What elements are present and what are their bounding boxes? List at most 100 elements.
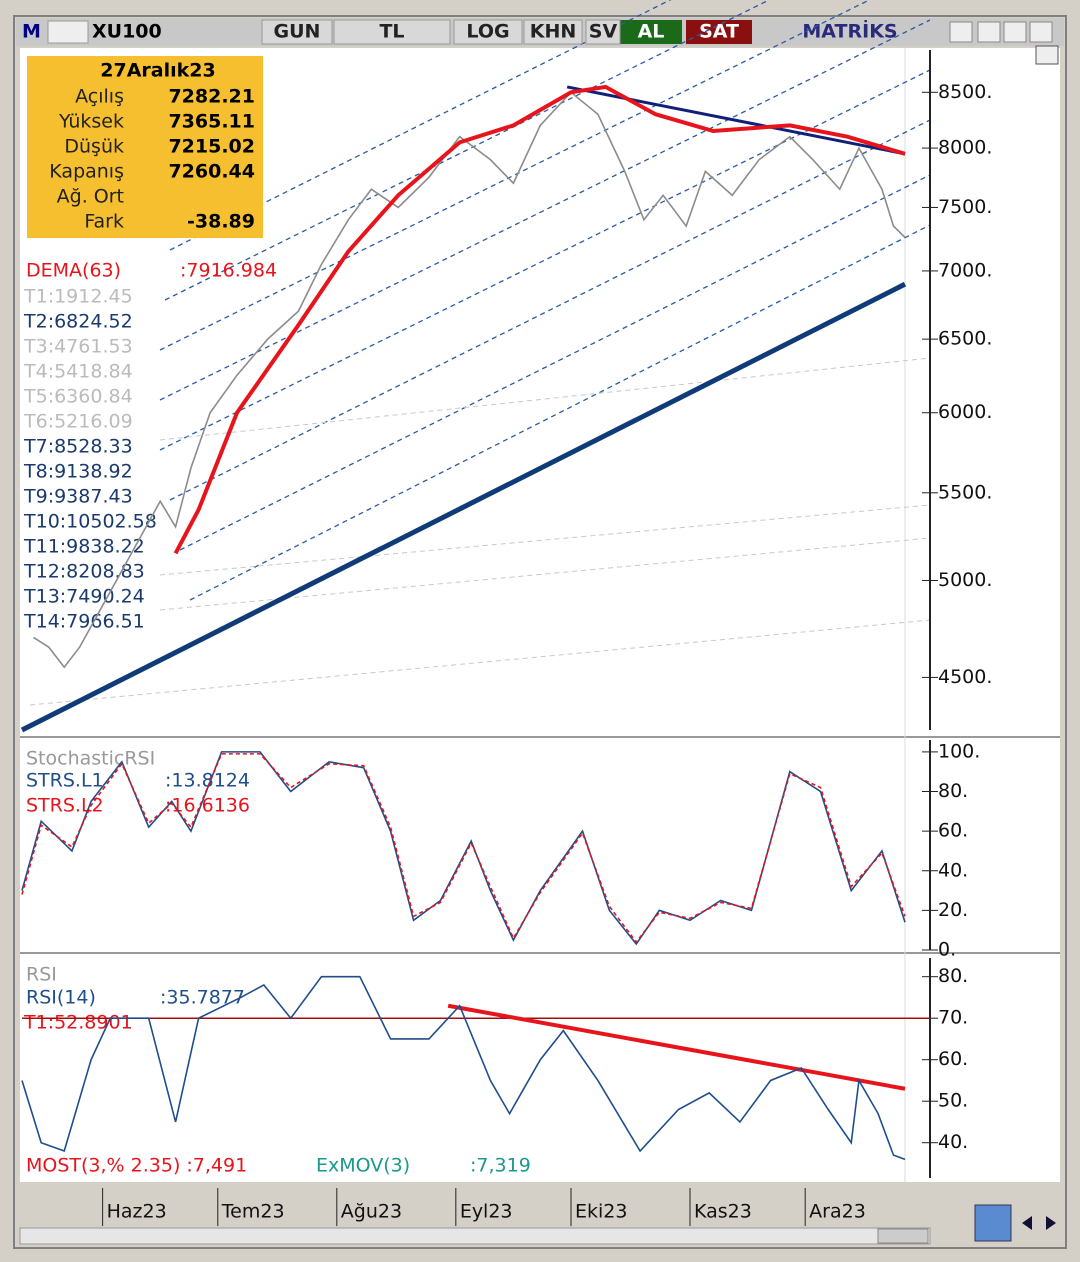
rsi-value: :35.7877: [160, 987, 245, 1009]
y-tick-label: 50.: [938, 1090, 968, 1112]
l1-value: :13.8124: [165, 770, 250, 792]
y-tick-label: 40.: [938, 1131, 968, 1153]
x-tick-label: Ara23: [809, 1201, 866, 1223]
scrollbar[interactable]: [19, 1227, 931, 1245]
toolbar-button[interactable]: [333, 19, 451, 45]
t-label: T1:1912.45: [23, 286, 133, 308]
sell-button[interactable]: [686, 20, 752, 44]
trend-line: [447, 1003, 906, 1091]
prev-button[interactable]: [1022, 1216, 1032, 1230]
scroll-thumb[interactable]: [877, 1228, 929, 1244]
info-label: Fark: [84, 211, 124, 233]
toolbar-button-label[interactable]: KHN: [530, 21, 577, 43]
next-button[interactable]: [1046, 1216, 1056, 1230]
exmov-value: :7,319: [470, 1155, 531, 1177]
toolbar-button-label[interactable]: GUN: [274, 21, 321, 43]
info-value: 7365.11: [168, 111, 255, 133]
t-label: T8:9138.92: [23, 461, 133, 483]
rsi-label: RSI(14): [26, 987, 96, 1009]
icon[interactable]: [47, 20, 89, 44]
x-axis-area: [20, 1184, 960, 1226]
info-label: Düşük: [64, 136, 124, 158]
buy-button[interactable]: [620, 20, 682, 44]
info-label: Kapanış: [49, 161, 124, 183]
t-label: T11:9838.22: [23, 536, 145, 558]
y-tick-label: 6000.: [938, 401, 992, 423]
t-label: T13:7490.24: [23, 586, 145, 608]
x-tick-label: Tem23: [221, 1201, 285, 1223]
toolbar-button-label[interactable]: LOG: [466, 21, 509, 43]
y-tick-label: 40.: [938, 859, 968, 881]
close[interactable]: [1029, 21, 1053, 43]
toolbar-button[interactable]: [523, 19, 583, 45]
y-tick-label: 5000.: [938, 569, 992, 591]
dema-value: :7916.984: [180, 260, 277, 282]
l1-label: STRS.L1: [26, 770, 104, 792]
info-value: 7282.21: [168, 86, 255, 108]
t-label: T9:9387.43: [23, 486, 133, 508]
y-tick-label: 7500.: [938, 196, 992, 218]
t-label: T4:5418.84: [23, 361, 133, 383]
dropdown[interactable]: [949, 21, 973, 43]
y-tick-label: 60.: [938, 1048, 968, 1070]
info-label: Yüksek: [58, 111, 124, 133]
most-label: MOST(3,% 2.35) :7,491: [26, 1155, 247, 1177]
y-tick-label: 8500.: [938, 81, 992, 103]
y-tick-label: 6500.: [938, 328, 992, 350]
series-line: [21, 751, 906, 946]
buy-label[interactable]: AL: [638, 21, 665, 43]
refresh-button[interactable]: [974, 1204, 1012, 1242]
minimize[interactable]: [977, 21, 1001, 43]
info-value: -38.89: [187, 211, 255, 233]
trend-line: [20, 281, 907, 733]
y-tick-label: 7000.: [938, 259, 992, 281]
t-label: T14:7966.51: [23, 611, 145, 633]
x-tick-label: Eyl23: [460, 1201, 513, 1223]
info-value: 7215.02: [168, 136, 255, 158]
stoch-title: StochasticRSI: [26, 748, 155, 770]
info-label: Ağ. Ort: [57, 186, 124, 208]
t-label: T3:4761.53: [23, 336, 133, 358]
series-line: [21, 975, 906, 1161]
x-tick-label: Ağu23: [341, 1201, 402, 1223]
y-tick-label: 8000.: [938, 137, 992, 159]
y-tick-label: 20.: [938, 899, 968, 921]
t-label: T12:8208.83: [23, 561, 145, 583]
l2-label: STRS.L2: [26, 795, 104, 817]
toolbar-button-label[interactable]: TL: [379, 21, 404, 43]
t-label: T10:10502.58: [23, 511, 157, 533]
t-label: T6:5216.09: [23, 411, 133, 433]
toolbar-button[interactable]: [585, 19, 621, 45]
maximize[interactable]: [1003, 21, 1027, 43]
series-line: [21, 753, 906, 944]
symbol[interactable]: XU100: [92, 21, 162, 43]
brand: MATRİKS: [802, 19, 897, 43]
t-label: T2:6824.52: [23, 311, 133, 333]
x-tick-label: Haz23: [107, 1201, 167, 1223]
t1-label: T1:52.8901: [23, 1012, 133, 1034]
sell-label[interactable]: SAT: [699, 21, 739, 43]
t-label: T5:6360.84: [23, 386, 133, 408]
series-line: [173, 84, 906, 555]
y-tick-label: 100.: [938, 740, 980, 762]
rsi-title: RSI: [26, 964, 57, 986]
y-tick-label: 80.: [938, 965, 968, 987]
info-label: Açılış: [75, 86, 124, 108]
toolbar-button[interactable]: [261, 19, 333, 45]
info-box: [27, 56, 263, 238]
exmov-label: ExMOV(3): [316, 1155, 410, 1177]
toolbar-button-label[interactable]: SV: [589, 21, 618, 43]
logo: M: [22, 21, 41, 43]
t-label: T7:8528.33: [23, 436, 133, 458]
y-tick-label: 80.: [938, 780, 968, 802]
series-line: [33, 91, 906, 669]
info-date: 27Aralık23: [100, 60, 215, 82]
panel-button[interactable]: [1035, 45, 1059, 65]
x-tick-label: Kas23: [694, 1201, 752, 1223]
y-tick-label: 70.: [938, 1007, 968, 1029]
l2-value: :16.6136: [165, 795, 250, 817]
toolbar-button[interactable]: [453, 19, 523, 45]
info-value: 7260.44: [168, 161, 255, 183]
